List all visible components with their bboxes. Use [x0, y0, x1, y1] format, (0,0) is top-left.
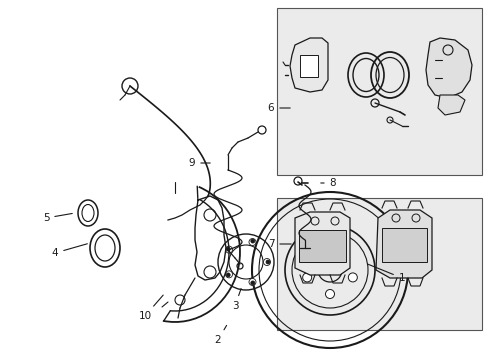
Bar	[276, 198, 481, 330]
Bar	[381, 228, 426, 262]
Circle shape	[347, 273, 357, 282]
Text: 5: 5	[42, 213, 72, 223]
Circle shape	[265, 260, 269, 264]
Circle shape	[248, 279, 255, 285]
Polygon shape	[437, 95, 464, 115]
Circle shape	[248, 239, 255, 246]
Circle shape	[311, 246, 320, 255]
Text: 1: 1	[367, 264, 405, 283]
Polygon shape	[375, 210, 431, 278]
Circle shape	[325, 289, 334, 298]
Bar	[298, 230, 346, 262]
Text: 2: 2	[214, 325, 226, 345]
Bar	[276, 8, 481, 175]
Circle shape	[250, 281, 254, 285]
Circle shape	[339, 246, 348, 255]
Circle shape	[302, 273, 311, 282]
Polygon shape	[289, 38, 327, 92]
Text: 6: 6	[267, 103, 289, 113]
Text: 4: 4	[52, 244, 87, 258]
Text: 8: 8	[320, 178, 336, 188]
Circle shape	[225, 271, 232, 278]
Polygon shape	[294, 212, 349, 275]
Text: 9: 9	[188, 158, 210, 168]
Polygon shape	[425, 38, 471, 98]
Circle shape	[225, 246, 232, 253]
Text: 3: 3	[231, 289, 241, 311]
Circle shape	[226, 273, 230, 277]
Text: 7: 7	[267, 239, 291, 249]
Circle shape	[263, 258, 270, 266]
Circle shape	[250, 239, 254, 243]
Circle shape	[226, 247, 230, 251]
Bar	[299, 55, 317, 77]
Text: 10: 10	[138, 295, 163, 321]
